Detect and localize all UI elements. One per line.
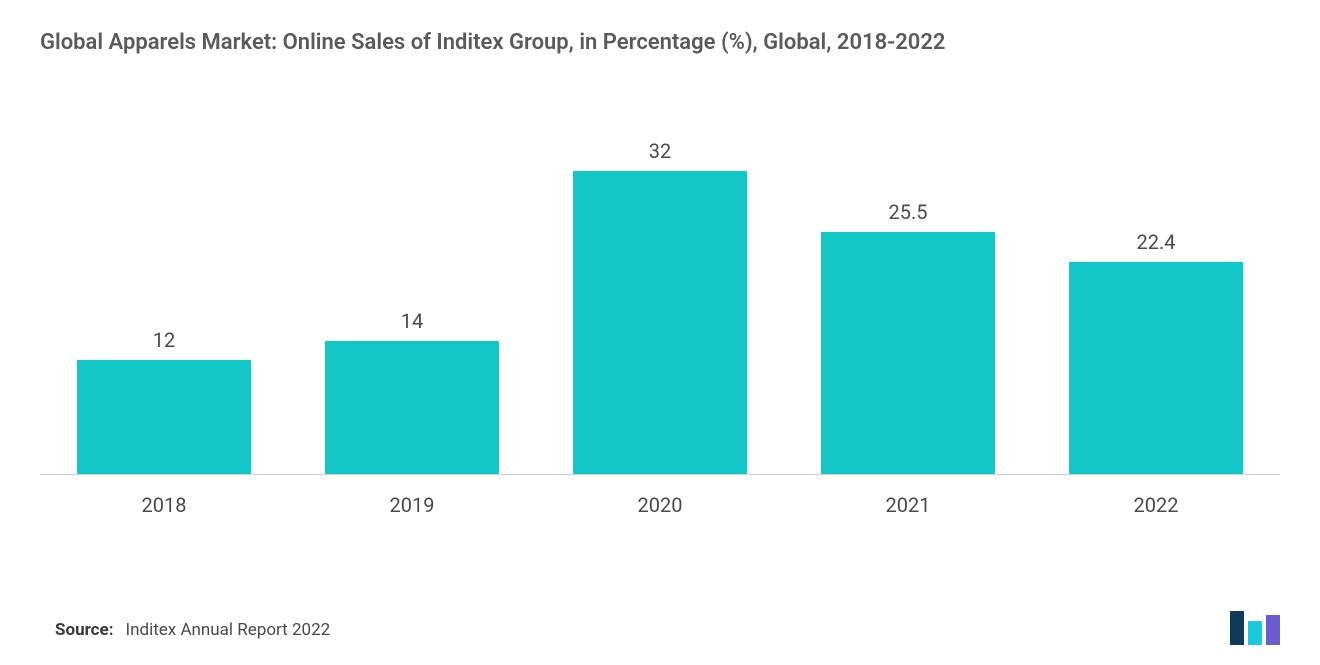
- x-axis-label: 2022: [1044, 493, 1267, 517]
- bar-value-label: 12: [153, 328, 175, 352]
- bar: [821, 232, 995, 474]
- bars-row: 12 14 32 25.5 22.4: [40, 115, 1280, 475]
- x-axis-label: 2021: [796, 493, 1019, 517]
- bar-value-label: 32: [649, 139, 671, 163]
- bar: [325, 341, 499, 474]
- bar-column: 25.5: [796, 200, 1019, 474]
- bar-column: 32: [548, 139, 771, 474]
- brand-logo: [1230, 611, 1280, 645]
- bar: [77, 360, 251, 474]
- bar-column: 22.4: [1044, 230, 1267, 474]
- x-axis-label: 2019: [300, 493, 523, 517]
- bar-value-label: 14: [401, 309, 423, 333]
- chart-title: Global Apparels Market: Online Sales of …: [40, 30, 1280, 55]
- bar: [1069, 262, 1243, 474]
- x-axis-label: 2020: [548, 493, 771, 517]
- source-text: Inditex Annual Report 2022: [125, 620, 330, 640]
- logo-bar-3: [1266, 615, 1280, 645]
- bar-value-label: 22.4: [1137, 230, 1176, 254]
- source-label: Source:: [55, 620, 113, 640]
- bar-column: 12: [52, 328, 275, 474]
- logo-bar-2: [1248, 621, 1262, 645]
- chart-plot-area: 12 14 32 25.5 22.4 2018 2019 2020 2021 2022: [40, 115, 1280, 545]
- bar-column: 14: [300, 309, 523, 474]
- x-axis-label: 2018: [52, 493, 275, 517]
- chart-container: Global Apparels Market: Online Sales of …: [0, 0, 1320, 665]
- logo-bar-1: [1230, 611, 1244, 645]
- x-axis-labels: 2018 2019 2020 2021 2022: [40, 493, 1280, 517]
- bar-value-label: 25.5: [889, 200, 928, 224]
- bar: [573, 171, 747, 474]
- source-footer: Source: Inditex Annual Report 2022: [55, 620, 330, 640]
